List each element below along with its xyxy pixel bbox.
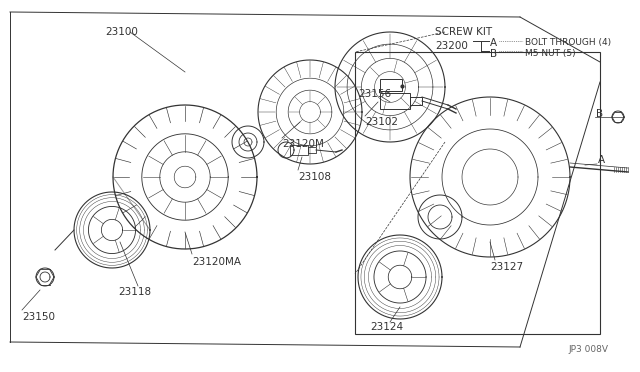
Text: B: B: [596, 109, 603, 119]
Text: 23150: 23150: [22, 312, 55, 322]
Text: A: A: [490, 38, 497, 48]
Text: 23102: 23102: [365, 117, 398, 127]
Text: SCREW KIT: SCREW KIT: [435, 27, 492, 37]
Text: 23127: 23127: [490, 262, 523, 272]
Text: 23100: 23100: [105, 27, 138, 37]
Text: 23156: 23156: [358, 89, 391, 99]
Text: JP3 008V: JP3 008V: [568, 346, 608, 355]
Bar: [308, 147, 316, 153]
Bar: [410, 97, 422, 105]
Text: 23200: 23200: [435, 41, 468, 51]
Bar: [380, 93, 410, 109]
Text: 23120MA: 23120MA: [192, 257, 241, 267]
Text: BOLT THROUGH (4): BOLT THROUGH (4): [525, 38, 611, 47]
Bar: [380, 79, 402, 91]
Text: B: B: [490, 49, 497, 59]
Text: M5 NUT (5): M5 NUT (5): [525, 49, 575, 58]
Text: 23118: 23118: [118, 287, 151, 297]
Bar: [290, 145, 308, 155]
Text: A: A: [598, 155, 605, 165]
Bar: [355, 52, 600, 334]
Text: 23120M: 23120M: [282, 139, 324, 149]
Text: 23108: 23108: [298, 172, 331, 182]
Text: 23124: 23124: [370, 322, 403, 332]
